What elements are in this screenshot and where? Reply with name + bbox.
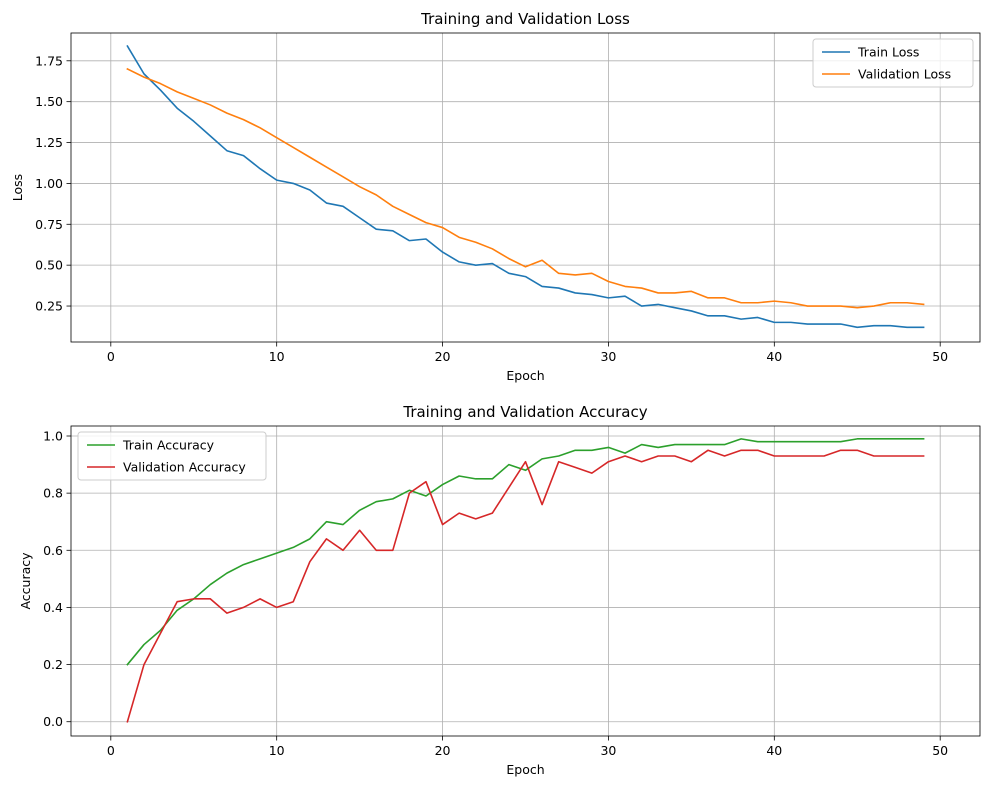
x-axis-label: Epoch — [506, 368, 544, 383]
x-tick-label: 10 — [269, 349, 285, 364]
y-axis-label: Loss — [10, 174, 25, 201]
plot-frame — [70, 425, 981, 737]
x-tick-label: 0 — [107, 743, 115, 758]
y-tick-label: 0.8 — [43, 486, 63, 501]
legend-label: Train Accuracy — [122, 438, 215, 453]
series-line-train-accuracy — [126, 438, 925, 666]
y-tick-label: 0.0 — [43, 714, 63, 729]
legend-box — [77, 431, 267, 481]
legend-box — [812, 38, 974, 88]
x-tick-label: 40 — [766, 349, 782, 364]
x-tick-label: 40 — [766, 743, 782, 758]
x-tick-label: 50 — [932, 349, 948, 364]
series-line-validation-accuracy — [126, 449, 925, 723]
legend: Train Accuracy Validation Accuracy — [77, 431, 267, 481]
y-tick-label: 1.25 — [35, 135, 63, 150]
x-tick-label: 50 — [932, 743, 948, 758]
y-tick-label: 0.4 — [43, 600, 63, 615]
y-tick-label: 0.6 — [43, 543, 63, 558]
y-tick-label: 1.50 — [35, 94, 63, 109]
chart-title: Training and Validation Loss — [420, 10, 630, 28]
legend-label: Validation Loss — [858, 67, 951, 82]
x-tick-label: 0 — [107, 349, 115, 364]
series-line-train-loss — [126, 44, 925, 329]
legend-label: Validation Accuracy — [123, 460, 246, 475]
y-tick-label: 0.25 — [35, 299, 63, 314]
y-tick-label: 0.2 — [43, 657, 63, 672]
x-tick-label: 10 — [269, 743, 285, 758]
chart-title: Training and Validation Accuracy — [402, 403, 647, 421]
chart-loss: 0 10 20 30 40 50 0.25 0.50 0.75 1.00 1.25 1.50 1.75 T… — [10, 10, 981, 383]
legend-label: Train Loss — [857, 45, 919, 60]
y-tick-label: 0.75 — [35, 217, 63, 232]
plot-frame — [70, 32, 981, 343]
x-axis-label: Epoch — [506, 762, 544, 777]
x-tick-label: 20 — [435, 349, 451, 364]
legend: Train Loss Validation Loss — [812, 38, 974, 88]
y-axis-label: Accuracy — [18, 552, 33, 610]
y-tick-label: 1.0 — [43, 429, 63, 444]
y-tick-label: 0.50 — [35, 258, 63, 273]
series-line-validation-loss — [126, 67, 925, 309]
y-tick-label: 1.75 — [35, 53, 63, 68]
x-tick-label: 20 — [435, 743, 451, 758]
chart-accuracy: 0 10 20 30 40 50 0.0 0.2 0.4 0.6 0.8 1.0 Training an… — [18, 403, 981, 777]
y-tick-label: 1.00 — [35, 176, 63, 191]
x-tick-label: 30 — [600, 743, 616, 758]
x-tick-label: 30 — [600, 349, 616, 364]
